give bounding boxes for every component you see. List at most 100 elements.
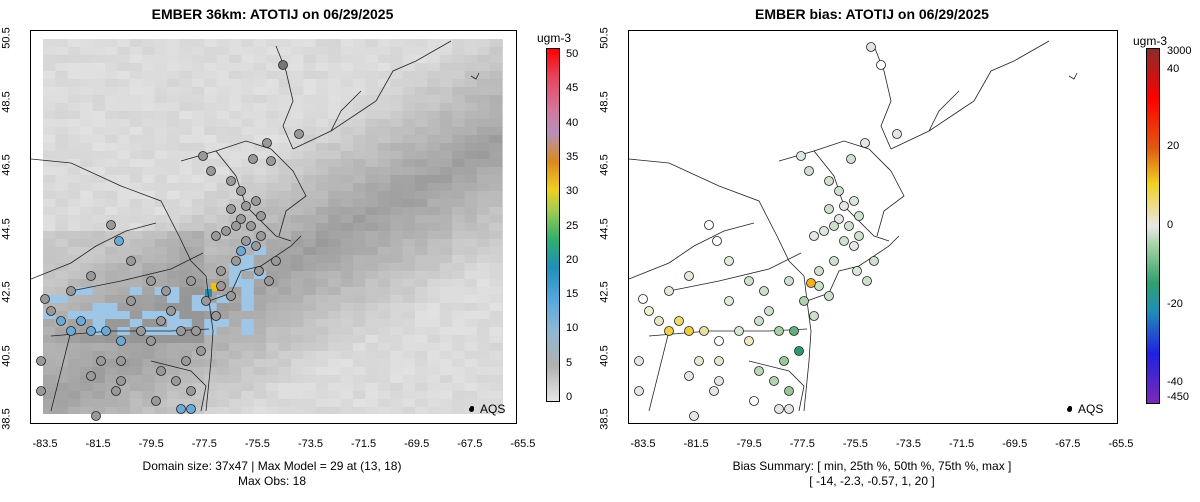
grid-cell [427,399,441,408]
grid-cell [191,367,205,376]
grid-cell [117,111,131,120]
grid-cell [328,39,342,48]
grid-cell [191,183,205,192]
grid-cell [452,351,466,360]
grid-cell [452,87,466,96]
grid-cell [439,311,453,320]
grid-cell [477,103,490,112]
grid-cell [204,215,218,224]
grid-cell [402,79,416,88]
grid-cell [179,375,193,384]
grid-cell [464,151,478,160]
grid-cell [105,119,118,128]
y-tick-label: 48.5 [0,90,13,113]
aqs-bias-marker [744,336,754,346]
grid-cell [129,95,143,104]
grid-cell [191,359,205,368]
grid-cell [489,95,503,104]
grid-cell [117,207,131,216]
grid-cell [291,215,304,224]
grid-cell [67,335,81,344]
grid-cell [340,111,354,120]
grid-cell [427,327,441,336]
grid-cell [179,335,193,344]
grid-cell [353,159,366,168]
grid-cell [204,175,218,184]
grid-cell [340,223,354,232]
grid-cell [427,207,441,216]
grid-cell [452,119,466,128]
grid-cell [191,391,205,400]
grid-cell [477,319,490,328]
grid-cell [328,167,342,176]
grid-cell [315,63,329,72]
grid-cell [427,151,441,160]
grid-cell [142,71,156,80]
grid-cell [328,271,342,280]
grid-cell [167,47,180,56]
grid-cell [92,55,106,64]
grid-cell [229,63,242,72]
grid-cell [315,343,329,352]
grid-cell [291,199,304,208]
grid-cell [117,95,131,104]
grid-cell [117,231,131,240]
grid-cell [191,199,205,208]
grid-cell [67,279,81,288]
grid-cell [439,55,453,64]
grid-cell [229,335,242,344]
grid-cell [402,303,416,312]
grid-cell [291,303,304,312]
grid-cell [315,351,329,360]
grid-cell [154,47,168,56]
grid-cell [427,407,441,416]
grid-cell [266,359,280,368]
grid-cell [439,375,453,384]
aqs-bias-marker [779,356,789,366]
grid-cell [278,55,292,64]
grid-cell [477,287,490,296]
domain-margin [31,31,516,39]
grid-cell [415,375,428,384]
grid-cell [67,167,81,176]
grid-cell [191,127,205,136]
grid-cell [105,87,118,96]
grid-cell [489,295,503,304]
grid-cell [278,207,292,216]
grid-cell [105,71,118,80]
grid-cell [452,263,466,272]
grid-cell [179,255,193,264]
grid-cell [67,207,81,216]
grid-cell [315,279,329,288]
grid-cell [390,87,404,96]
grid-cell [105,271,118,280]
grid-cell [452,255,466,264]
grid-cell [241,295,255,304]
grid-cell [229,135,242,144]
grid-cell [402,287,416,296]
grid-cell [328,335,342,344]
grid-cell [340,191,354,200]
aqs-bias-marker [684,271,694,281]
grid-cell [377,79,391,88]
grid-cell [266,247,280,256]
grid-cell [377,111,391,120]
grid-cell [328,47,342,56]
grid-cell [55,103,69,112]
grid-cell [489,335,503,344]
grid-cell [80,303,94,312]
grid-cell [105,343,118,352]
grid-cell [80,135,94,144]
grid-cell [477,63,490,72]
grid-cell [191,111,205,120]
grid-cell [55,263,69,272]
grid-cell [43,263,56,272]
grid-cell [365,199,379,208]
grid-cell [191,159,205,168]
aqs-site-marker [56,316,66,326]
grid-cell [303,351,317,360]
grid-cell [402,151,416,160]
grid-cell [489,215,503,224]
grid-cell [117,367,131,376]
grid-cell [315,367,329,376]
